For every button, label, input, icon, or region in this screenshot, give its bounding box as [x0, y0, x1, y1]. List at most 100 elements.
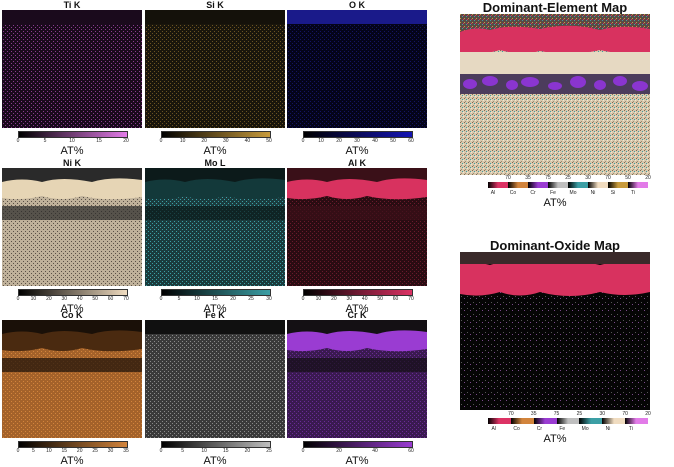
dominant-oxide-legend-swatch-dark	[602, 418, 614, 424]
colorbar-tick: 35	[123, 448, 129, 454]
dominant-oxide-legend-swatches	[488, 418, 648, 424]
colorbar-tick: 0	[16, 138, 20, 144]
colorbar-3	[18, 289, 128, 296]
colorbar-tick: 25	[266, 448, 272, 454]
colorbar-tick: 50	[92, 296, 98, 302]
dominant-element-unit-label: AT%	[543, 197, 567, 209]
colorbar-tick: 20	[46, 296, 52, 302]
element-map-image-5	[287, 168, 427, 286]
colorbar-tick: 10	[318, 138, 324, 144]
dominant-element-map-svg	[460, 14, 650, 175]
dominant-oxide-legend-swatch-dark	[533, 418, 546, 424]
dominant-element-legend-label: Cr	[530, 190, 536, 196]
panel-title-3: Ni K	[63, 158, 81, 168]
colorbar-tick: 0	[301, 296, 305, 302]
colorbar-tick: 5	[32, 448, 35, 454]
colorbar-tick: 30	[61, 296, 68, 302]
colorbar-tick: 60	[408, 138, 414, 144]
colorbar-tick: 0	[159, 296, 163, 302]
colorbar-tick: 20	[201, 138, 207, 144]
dominant-element-legend-swatch	[498, 182, 508, 188]
dominant-element-legend-swatch-dark	[528, 182, 538, 188]
colorbar-tick: 20	[331, 296, 337, 302]
colorbar-tick: 10	[315, 296, 322, 302]
colorbar-tick: 5	[181, 448, 184, 454]
colorbar-0	[18, 131, 128, 138]
element-map-image-4	[145, 168, 285, 286]
colorbar-unit-label: AT%	[345, 455, 369, 467]
colorbar-tick: 15	[212, 296, 218, 302]
dominant-element-legend-swatch-dark	[588, 182, 598, 188]
dominant-element-legend-swatch-dark	[628, 182, 638, 188]
colorbar-tick: 30	[266, 296, 272, 302]
dominant-oxide-legend-swatch	[636, 418, 648, 424]
dominant-oxide-legend-value: 75	[553, 411, 560, 417]
dominant-element-legend-value: 70	[505, 175, 511, 181]
dominant-oxide-legend-value: 70	[508, 411, 514, 417]
panel-title-4: Mo L	[204, 158, 226, 168]
dominant-oxide-legend-value: 20	[645, 411, 651, 417]
dominant-element-legend-label: Ti	[631, 190, 635, 196]
dominant-element-legend-label: Al	[490, 190, 496, 196]
dominant-element-legend-value: 30	[585, 175, 591, 181]
dominant-element-legend-label: Co	[509, 190, 517, 196]
colorbar-6	[18, 441, 128, 448]
colorbar-8	[303, 441, 413, 448]
colorbar-tick: 70	[408, 296, 414, 302]
colorbar-unit-label: AT%	[345, 303, 369, 315]
colorbar-tick: 0	[159, 448, 163, 454]
dominant-element-legend-swatch	[638, 182, 648, 188]
dominant-element-legend-label: Si	[610, 190, 616, 196]
dominant-oxide-legend-swatch	[545, 418, 557, 424]
colorbar-tick: 20	[76, 448, 83, 454]
colorbar-5	[303, 289, 413, 296]
colorbar-tick: 70	[123, 296, 129, 302]
colorbar-unit-label: AT%	[60, 455, 84, 467]
colorbar-tick: 5	[177, 296, 181, 302]
dominant-element-legend-swatch	[578, 182, 588, 188]
panel-title-7: Fe K	[205, 310, 225, 320]
dominant-element-legend-label: Fe	[550, 190, 556, 196]
colorbar-tick: 30	[107, 448, 114, 454]
element-map-image-2	[287, 10, 427, 128]
colorbar-tick: 15	[96, 138, 102, 144]
panel-title-5: Al K	[348, 158, 366, 168]
dominant-oxide-legend-label: Ti	[628, 426, 633, 432]
dominant-oxide-legend-label: Ni	[605, 426, 611, 432]
colorbar-tick: 0	[301, 138, 305, 144]
colorbar-tick: 50	[266, 138, 272, 144]
dominant-element-legend-value: 35	[525, 175, 531, 181]
dominant-element-title: Dominant-Element Map	[482, 0, 628, 15]
colorbar-tick: 30	[354, 138, 360, 144]
dominant-element-legend-swatch	[518, 182, 528, 188]
dominant-oxide-legend-swatch	[522, 418, 534, 424]
colorbar-tick: 10	[179, 138, 186, 144]
colorbar-7	[161, 441, 271, 448]
dominant-oxide-legend-swatch-dark	[579, 418, 591, 424]
colorbar-tick: 5	[43, 138, 47, 144]
colorbar-tick: 30	[223, 138, 229, 144]
colorbar-tick: 10	[69, 138, 75, 144]
colorbar-tick: 50	[377, 296, 383, 302]
dominant-element-legend-label: Ni	[590, 190, 596, 196]
dominant-element-legend-swatch	[618, 182, 628, 188]
element-map-image-3	[2, 168, 142, 286]
colorbar-tick: 30	[346, 296, 353, 302]
colorbar-tick: 0	[159, 138, 163, 144]
colorbar-tick: 20	[336, 448, 342, 454]
dominant-element-map-image	[460, 14, 650, 175]
dominant-element-legend-swatch-dark	[608, 182, 618, 188]
dominant-element-legend-swatch-dark	[548, 182, 558, 188]
dominant-oxide-legend-label: Mo	[581, 426, 589, 432]
dominant-oxide-legend-swatch	[590, 418, 603, 424]
dominant-oxide-legend-label: Al	[491, 426, 496, 432]
dominant-oxide-legend-swatch	[499, 418, 511, 424]
dominant-element-legend-swatch-dark	[488, 182, 498, 188]
colorbar-tick: 40	[76, 296, 83, 302]
dominant-oxide-legend-value: 30	[599, 411, 606, 417]
dominant-oxide-map-svg	[460, 252, 650, 410]
dominant-element-legend-value: 50	[625, 175, 631, 181]
colorbar-tick: 10	[30, 296, 37, 302]
dominant-oxide-map-image	[460, 252, 650, 410]
dominant-element-legend-value: 75	[545, 175, 551, 181]
